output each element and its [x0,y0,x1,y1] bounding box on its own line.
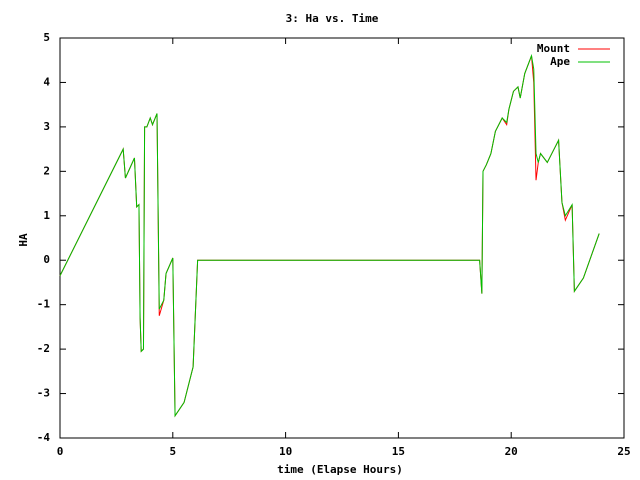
x-tick-label: 20 [505,445,518,458]
y-axis-label: HA [17,233,30,247]
x-tick-label: 25 [617,445,630,458]
series-line [59,55,600,418]
y-tick-label: 4 [43,75,50,88]
y-tick-label: 3 [43,120,50,133]
series-line [59,53,600,418]
y-tick-label: 2 [43,164,50,177]
y-tick-label: 1 [43,209,50,222]
x-tick-label: 0 [57,445,64,458]
y-tick-label: -1 [37,298,51,311]
legend-label: Ape [550,55,570,68]
y-tick-label: -2 [37,342,50,355]
y-tick-label: -3 [37,387,50,400]
chart-title: 3: Ha vs. Time [286,12,379,25]
x-tick-label: 15 [392,445,405,458]
x-tick-label: 5 [169,445,176,458]
legend-label: Mount [537,42,570,55]
y-tick-label: 0 [43,253,50,266]
y-tick-label: 5 [43,31,50,44]
x-tick-label: 10 [279,445,292,458]
plot-frame [59,37,625,439]
y-tick-label: -4 [37,431,51,444]
x-axis-label: time (Elapse Hours) [277,463,403,476]
